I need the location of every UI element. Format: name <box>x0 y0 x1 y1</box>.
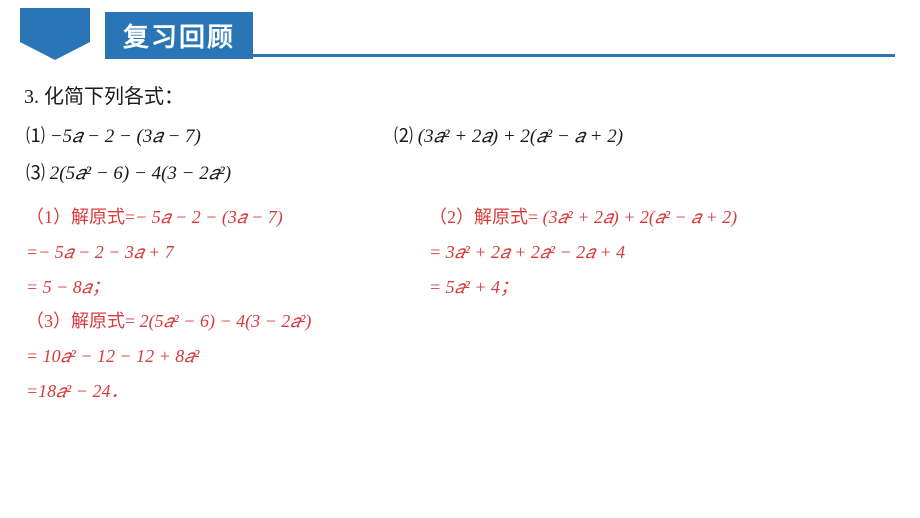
solution-1-line-2: =− 5𝑎 − 2 − 3𝑎 + 7 <box>24 238 419 267</box>
solution-1-line-3: = 5 − 8𝑎； <box>24 273 419 302</box>
solution-3-line-1: （3）解原式= 2(5𝑎² − 6) − 4(3 − 2𝑎²) <box>24 307 419 336</box>
solutions: （1）解原式=− 5𝑎 − 2 − (3𝑎 − 7) （2）解原式= (3𝑎² … <box>24 203 896 406</box>
solution-2-line-3: = 5𝑎² + 4； <box>419 273 518 302</box>
solution-1-line-1: （1）解原式=− 5𝑎 − 2 − (3𝑎 − 7) <box>24 203 419 232</box>
solution-2-line-2: = 3𝑎² + 2𝑎 + 2𝑎² − 2𝑎 + 4 <box>419 238 625 267</box>
header: 复习回顾 <box>0 0 920 62</box>
solution-row-4: （3）解原式= 2(5𝑎² − 6) − 4(3 − 2𝑎²) <box>24 307 896 336</box>
solution-1-prefix: （1）解原式= <box>26 207 135 227</box>
solution-1-expr: − 5𝑎 − 2 − (3𝑎 − 7) <box>135 207 283 227</box>
problem-3-label: ⑶ <box>26 163 45 184</box>
problem-intro: 3. 化简下列各式： <box>24 80 896 109</box>
solution-row-2: =− 5𝑎 − 2 − 3𝑎 + 7 = 3𝑎² + 2𝑎 + 2𝑎² − 2𝑎… <box>24 238 896 267</box>
problem-3: ⑶ 2(5𝑎² − 6) − 4(3 − 2𝑎²) <box>24 158 896 185</box>
pentagon-icon <box>20 8 90 60</box>
solution-2-line-1: （2）解原式= (3𝑎² + 2𝑎) + 2(𝑎² − 𝑎 + 2) <box>419 203 737 232</box>
problem-row-2: ⑶ 2(5𝑎² − 6) − 4(3 − 2𝑎²) <box>24 158 896 185</box>
solution-2-expr: (3𝑎² + 2𝑎) + 2(𝑎² − 𝑎 + 2) <box>538 207 737 227</box>
solution-3-line-2: = 10𝑎² − 12 − 12 + 8𝑎² <box>24 342 419 371</box>
solution-row-5: = 10𝑎² − 12 − 12 + 8𝑎² <box>24 342 896 371</box>
problem-1: ⑴ −5𝑎 − 2 − (3𝑎 − 7) <box>24 121 394 148</box>
solution-2-prefix: （2）解原式= <box>429 207 538 227</box>
solution-3-prefix: （3）解原式= <box>26 311 135 331</box>
problem-1-expr: −5𝑎 − 2 − (3𝑎 − 7) <box>50 126 201 147</box>
problem-2-label: ⑵ <box>394 126 413 147</box>
solution-row-1: （1）解原式=− 5𝑎 − 2 − (3𝑎 − 7) （2）解原式= (3𝑎² … <box>24 203 896 232</box>
problem-3-expr: 2(5𝑎² − 6) − 4(3 − 2𝑎²) <box>50 163 231 184</box>
solution-3-expr: 2(5𝑎² − 6) − 4(3 − 2𝑎²) <box>135 311 311 331</box>
header-underline <box>105 54 895 57</box>
solution-row-3: = 5 − 8𝑎； = 5𝑎² + 4； <box>24 273 896 302</box>
solution-3-line-3: =18𝑎² − 24． <box>24 377 419 406</box>
problem-row-1: ⑴ −5𝑎 − 2 − (3𝑎 − 7) ⑵ (3𝑎² + 2𝑎) + 2(𝑎²… <box>24 121 896 148</box>
content-area: 3. 化简下列各式： ⑴ −5𝑎 − 2 − (3𝑎 − 7) ⑵ (3𝑎² +… <box>0 62 920 406</box>
header-title-box: 复习回顾 <box>105 12 253 59</box>
problem-2-expr: (3𝑎² + 2𝑎) + 2(𝑎² − 𝑎 + 2) <box>418 126 623 147</box>
problem-2: ⑵ (3𝑎² + 2𝑎) + 2(𝑎² − 𝑎 + 2) <box>394 121 623 148</box>
solution-row-6: =18𝑎² − 24． <box>24 377 896 406</box>
header-title: 复习回顾 <box>123 22 235 52</box>
problem-1-label: ⑴ <box>26 126 45 147</box>
